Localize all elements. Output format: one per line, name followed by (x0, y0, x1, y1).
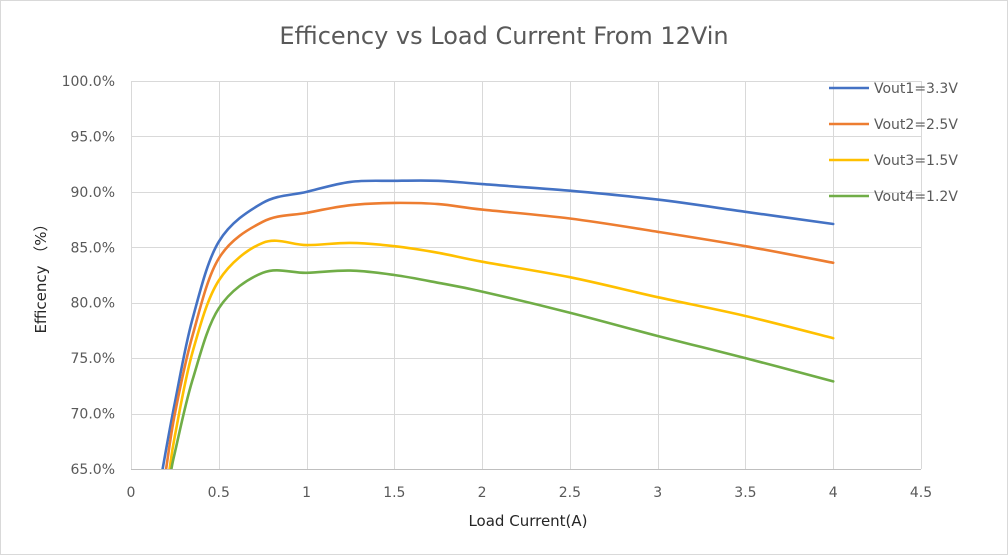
x-tick-label: 2 (478, 485, 487, 501)
chart-title: Efficency vs Load Current From 12Vin (279, 22, 728, 50)
series-line-1 (161, 179, 835, 469)
series-line-3 (168, 239, 835, 469)
x-tick-label: 3.5 (734, 485, 756, 501)
x-tick-label: 4.5 (910, 485, 932, 501)
y-tick-label: 75.0% (71, 351, 115, 367)
legend-label-3: Vout3=1.5V (874, 153, 958, 169)
y-tick-label: 80.0% (71, 296, 115, 312)
y-tick-label: 70.0% (71, 407, 115, 423)
series-line-4 (170, 269, 835, 469)
legend-label-1: Vout1=3.3V (874, 81, 958, 97)
x-tick-label: 2.5 (559, 485, 581, 501)
x-tick-label: 3 (653, 485, 662, 501)
y-axis-ticks: 65.0% 70.0% 75.0% 80.0% 85.0% 90.0% 95.0% 100.0… (62, 74, 115, 478)
legend-label-2: Vout2=2.5V (874, 117, 958, 133)
x-tick-label: 1 (302, 485, 311, 501)
y-tick-label: 90.0% (71, 185, 115, 201)
x-tick-label: 1.5 (383, 485, 405, 501)
series-line-2 (164, 201, 835, 469)
x-tick-label: 4 (829, 485, 838, 501)
y-tick-label: 100.0% (62, 74, 115, 90)
y-tick-label: 95.0% (71, 129, 115, 145)
x-axis-label: Load Current(A) (468, 512, 587, 530)
x-tick-label: 0.5 (208, 485, 230, 501)
y-axis-label: Efficency （%） (32, 216, 50, 333)
y-tick-label: 85.0% (71, 240, 115, 256)
series-lines (161, 179, 835, 469)
gridlines (131, 81, 922, 470)
legend: Vout1=3.3V Vout2=2.5V Vout3=1.5V Vout4=1.2V (829, 81, 958, 205)
y-tick-label: 65.0% (71, 462, 115, 478)
legend-label-4: Vout4=1.2V (874, 189, 958, 205)
x-tick-label: 0 (127, 485, 136, 501)
x-axis-ticks: 0 0.5 1 1.5 2 2.5 3 3.5 4 4.5 (127, 485, 933, 501)
